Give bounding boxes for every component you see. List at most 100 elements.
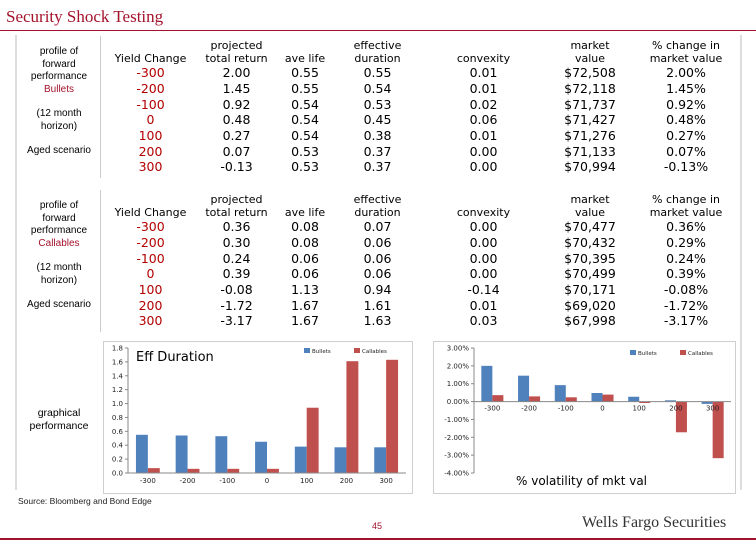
cell-market-value: $71,133 — [564, 143, 616, 159]
cell-yield-change: 0 — [146, 112, 155, 128]
aged-scenario-label: Aged scenario — [27, 145, 91, 156]
col-pct-change: % change in market value — [649, 39, 723, 65]
col-projected-return: projected total return — [205, 39, 268, 65]
callables-table: Yield Change projected total return ave l… — [103, 189, 739, 329]
bullets-table: Yield Change projected total return ave l… — [103, 35, 739, 175]
cell-projected-return: 1.45 — [222, 81, 251, 97]
side-line: profile of — [39, 200, 79, 211]
col-yield-change: Yield Change — [114, 52, 187, 65]
bar-callables--100 — [565, 397, 577, 402]
x-tick-label: 0 — [600, 405, 604, 413]
cell-effective-duration: 0.07 — [363, 219, 392, 235]
table-row: -100 0.24 0.06 0.06 0.00 $70,395 0.24% — [103, 250, 739, 266]
cell-convexity: 0.01 — [469, 297, 498, 313]
y-tick-label: 3.00% — [447, 345, 470, 353]
cell-convexity: 0.01 — [469, 65, 498, 81]
cell-yield-change: 0 — [146, 266, 155, 282]
cell-market-value: $70,395 — [564, 250, 616, 266]
col-pct-change: % change in market value — [649, 193, 723, 219]
y-tick-label: 0.2 — [112, 456, 123, 464]
cell-ave-life: 1.67 — [291, 297, 319, 313]
cell-pct-change: -3.17% — [663, 313, 709, 329]
x-tick-label: -100 — [558, 405, 574, 413]
bar-callables-100 — [639, 401, 651, 403]
bar-callables--200 — [529, 396, 541, 402]
cell-market-value: $72,508 — [564, 65, 616, 81]
bar-bullets--300 — [481, 365, 493, 402]
side-line: (12 month — [36, 262, 82, 273]
bar-bullets-100 — [628, 396, 640, 402]
bar-bullets-0 — [255, 441, 267, 473]
table-row: 0 0.48 0.54 0.45 0.06 $71,427 0.48% — [103, 112, 739, 128]
cell-pct-change: 0.48% — [666, 112, 706, 128]
cell-yield-change: 300 — [138, 159, 163, 175]
bar-callables-0 — [267, 468, 279, 473]
cell-market-value: $71,427 — [564, 112, 616, 128]
x-tick-label: -300 — [484, 405, 500, 413]
table-row: -300 0.36 0.08 0.07 0.00 $70,477 0.36% — [103, 219, 739, 235]
cell-market-value: $70,477 — [564, 219, 616, 235]
col-convexity: convexity — [456, 52, 511, 65]
bar-bullets-200 — [664, 400, 676, 402]
cell-projected-return: -1.72 — [220, 297, 253, 313]
cell-effective-duration: 0.37 — [363, 159, 392, 175]
aged-scenario-label: Aged scenario — [27, 299, 91, 310]
cell-convexity: 0.00 — [469, 143, 498, 159]
cell-effective-duration: 1.61 — [363, 297, 392, 313]
cell-projected-return: 0.30 — [222, 235, 251, 251]
table-header-row: Yield Change projected total return ave l… — [103, 189, 739, 219]
y-tick-label: 1.6 — [112, 358, 124, 366]
cell-projected-return: 0.92 — [222, 96, 251, 112]
graphical-side-label: graphical performance — [18, 407, 100, 432]
cell-projected-return: 0.24 — [222, 250, 251, 266]
col-effective-duration: effective duration — [353, 193, 402, 219]
bar-bullets--100 — [554, 385, 566, 402]
cell-pct-change: 0.36% — [666, 219, 706, 235]
volatility-chart-box: -4.00% -3.00% -2.00% -1.00% 0.00% 1.00% 2.00% 3… — [433, 341, 736, 494]
cell-pct-change: 0.39% — [666, 266, 706, 282]
cell-effective-duration: 0.06 — [363, 235, 392, 251]
bar-callables--300 — [147, 468, 160, 473]
cell-market-value: $67,998 — [564, 313, 616, 329]
legend-label-bullets: Bullets — [312, 349, 331, 355]
x-tick-label: -200 — [180, 477, 196, 485]
cell-pct-change: 0.24% — [666, 250, 706, 266]
side-line: forward — [42, 212, 76, 224]
cell-projected-return: -0.08 — [220, 282, 253, 298]
col-market-value: market value — [570, 39, 610, 65]
side-line: forward — [42, 58, 76, 70]
left-frame-line — [15, 35, 17, 490]
chart-title: Eff Duration — [136, 350, 214, 365]
legend-swatch-bullets — [630, 350, 636, 355]
cell-yield-change: -100 — [136, 96, 165, 112]
cell-yield-change: -200 — [136, 81, 165, 97]
bar-callables-0 — [602, 394, 614, 402]
y-tick-label: 2.00% — [447, 362, 470, 370]
cell-market-value: $72,118 — [564, 81, 616, 97]
y-tick-label: 0.4 — [112, 442, 124, 450]
callables-side-divider — [100, 190, 101, 332]
cell-ave-life: 0.08 — [291, 219, 319, 235]
x-tick-label: 0 — [265, 477, 269, 485]
cell-ave-life: 0.08 — [291, 235, 319, 251]
cell-projected-return: 0.36 — [222, 219, 251, 235]
side-line: (12 month — [36, 108, 82, 119]
table-row: 200 -1.72 1.67 1.61 0.01 $69,020 -1.72% — [103, 297, 739, 313]
y-tick-label: 1.00% — [447, 380, 470, 388]
cell-effective-duration: 0.06 — [363, 266, 392, 282]
legend-label-callables: Callables — [362, 349, 387, 355]
right-frame-line — [740, 35, 742, 490]
y-tick-label: 0.00% — [447, 398, 470, 406]
x-tick-label: -300 — [140, 477, 156, 485]
col-projected-return: projected total return — [205, 193, 268, 219]
y-tick-label: 0.6 — [112, 428, 124, 436]
col-convexity: convexity — [456, 206, 511, 219]
cell-yield-change: 300 — [138, 313, 163, 329]
cell-projected-return: -0.13 — [220, 159, 253, 175]
y-tick-label: -4.00% — [444, 470, 469, 478]
cell-pct-change: -0.13% — [663, 159, 709, 175]
col-yield-change: Yield Change — [114, 206, 187, 219]
cell-projected-return: 2.00 — [222, 65, 251, 81]
callables-label: Callables — [38, 237, 80, 249]
cell-effective-duration: 0.06 — [363, 250, 392, 266]
